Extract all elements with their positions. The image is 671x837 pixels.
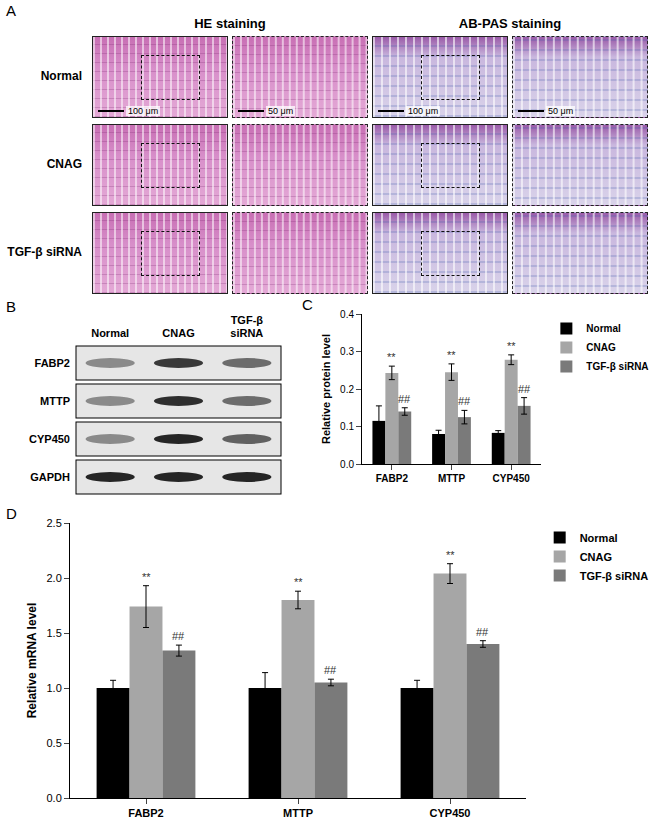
- html-text:C: C: [302, 296, 313, 313]
- svg-text:MTTP: MTTP: [438, 473, 466, 484]
- html-text:50 μm: 50 μm: [548, 106, 574, 116]
- svg-text:0.2: 0.2: [340, 384, 354, 395]
- svg-text:TGF-β siRNA: TGF-β siRNA: [586, 361, 648, 372]
- svg-text:0.4: 0.4: [340, 309, 354, 320]
- svg-text:CNAG: CNAG: [162, 327, 194, 339]
- svg-text:##: ##: [398, 393, 411, 405]
- svg-text:Normal: Normal: [586, 323, 621, 334]
- svg-text:##: ##: [324, 664, 337, 676]
- svg-text:CYP450: CYP450: [430, 807, 471, 819]
- svg-text:0.3: 0.3: [340, 346, 354, 357]
- html-text:100 μm: 100 μm: [408, 106, 439, 116]
- svg-text:CYP450: CYP450: [493, 473, 531, 484]
- html-text:100 μm: 100 μm: [128, 106, 159, 116]
- svg-text:0.0: 0.0: [340, 459, 354, 470]
- html-text:Normal: Normal: [40, 69, 82, 83]
- svg-text:0.0: 0.0: [47, 792, 62, 804]
- svg-text:1.0: 1.0: [47, 682, 62, 694]
- svg-text:CYP450: CYP450: [29, 433, 70, 445]
- svg-text:GAPDH: GAPDH: [30, 471, 70, 483]
- svg-text:**: **: [447, 349, 456, 361]
- svg-text:**: **: [387, 351, 396, 363]
- svg-text:TGF-β: TGF-β: [231, 314, 264, 326]
- svg-text:siRNA: siRNA: [230, 327, 263, 339]
- svg-text:MTTP: MTTP: [40, 395, 70, 407]
- svg-text:FABP2: FABP2: [128, 807, 163, 819]
- svg-text:0.5: 0.5: [47, 737, 62, 749]
- svg-text:##: ##: [518, 383, 531, 395]
- html-text:B: B: [6, 298, 16, 315]
- svg-text:##: ##: [172, 630, 185, 642]
- svg-text:2.5: 2.5: [47, 517, 62, 529]
- svg-text:MTTP: MTTP: [283, 807, 313, 819]
- svg-text:**: **: [294, 576, 303, 588]
- html-text:HE staining: HE staining: [194, 16, 266, 31]
- svg-text:**: **: [446, 549, 455, 561]
- html-text:CNAG: CNAG: [46, 157, 82, 171]
- svg-text:Relative protein level: Relative protein level: [320, 334, 332, 444]
- svg-text:CNAG: CNAG: [580, 551, 612, 563]
- svg-text:**: **: [507, 340, 516, 352]
- svg-text:2.0: 2.0: [47, 572, 62, 584]
- html-text:AB-PAS staining: AB-PAS staining: [458, 16, 562, 31]
- svg-text:Normal: Normal: [91, 327, 129, 339]
- svg-text:FABP2: FABP2: [376, 473, 409, 484]
- svg-text:CNAG: CNAG: [586, 342, 616, 353]
- svg-text:##: ##: [476, 626, 489, 638]
- html-text:D: D: [6, 505, 17, 522]
- svg-text:TGF-β siRNA: TGF-β siRNA: [580, 570, 648, 582]
- svg-text:Relative mRNA level: Relative mRNA level: [25, 603, 39, 719]
- svg-text:Normal: Normal: [580, 532, 618, 544]
- svg-text:1.5: 1.5: [47, 627, 62, 639]
- svg-text:FABP2: FABP2: [35, 357, 70, 369]
- svg-text:0.1: 0.1: [340, 421, 354, 432]
- html-text:A: A: [6, 2, 16, 19]
- svg-text:**: **: [142, 571, 151, 583]
- svg-text:##: ##: [458, 395, 471, 407]
- html-text:50 μm: 50 μm: [268, 106, 294, 116]
- html-text:TGF-β siRNA: TGF-β siRNA: [7, 245, 82, 259]
